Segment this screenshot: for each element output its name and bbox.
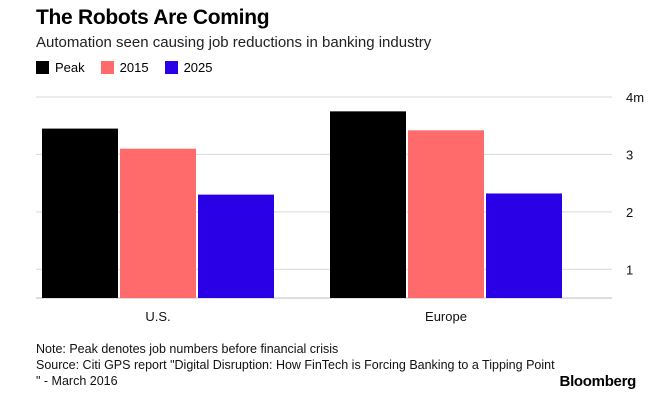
x-tick-label: Europe	[425, 309, 467, 324]
bar-2015-europe	[408, 130, 484, 298]
legend-label-2025: 2025	[183, 60, 213, 75]
chart-title: The Robots Are Coming	[36, 6, 270, 29]
legend-swatch-2015	[100, 61, 114, 74]
bar-peak-europe	[330, 111, 406, 298]
legend-label-peak: Peak	[55, 60, 85, 75]
y-tick-label: 3	[626, 147, 633, 162]
legend: Peak 2015 2025	[36, 60, 228, 75]
x-tick-label: U.S.	[145, 309, 170, 324]
y-tick-label: 4m	[626, 90, 644, 105]
y-tick-label: 1	[626, 262, 633, 277]
bloomberg-logo: Bloomberg	[559, 373, 637, 390]
footnote: Note: Peak denotes job numbers before fi…	[36, 341, 556, 389]
bar-peak-us	[42, 128, 118, 298]
legend-swatch-peak	[36, 61, 49, 74]
bar-2025-europe	[486, 193, 562, 298]
bar-2015-us	[120, 148, 196, 298]
legend-label-2015: 2015	[119, 60, 149, 75]
legend-item-2025: 2025	[164, 60, 213, 75]
y-tick-label: 2	[626, 205, 633, 220]
bar-2025-us	[198, 194, 274, 298]
legend-item-2015: 2015	[100, 60, 149, 75]
legend-item-peak: Peak	[36, 60, 85, 75]
note-text: Note: Peak denotes job numbers before fi…	[36, 342, 339, 356]
source-text: Source: Citi GPS report "Digital Disrupt…	[36, 358, 555, 388]
chart-subtitle: Automation seen causing job reductions i…	[36, 34, 432, 51]
legend-swatch-2025	[164, 61, 178, 74]
